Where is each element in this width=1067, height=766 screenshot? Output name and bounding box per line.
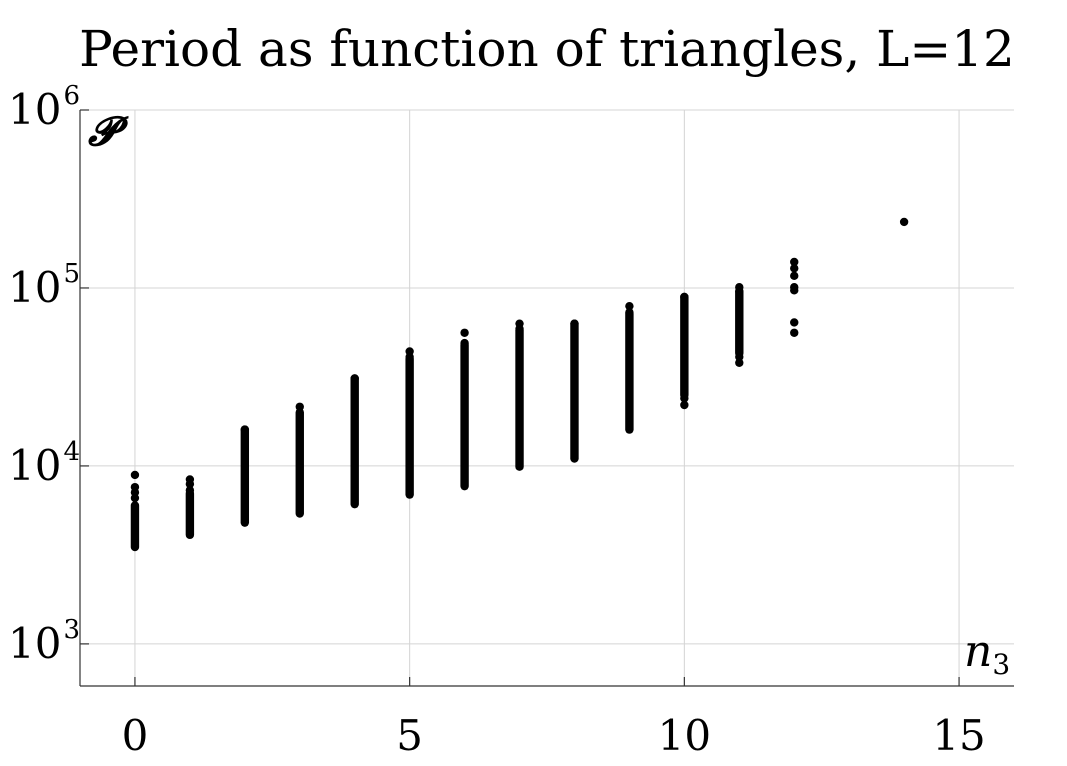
data-points bbox=[130, 217, 909, 552]
data-point bbox=[460, 338, 469, 348]
y-tick-label: 105 bbox=[8, 259, 80, 312]
tick-labels: 0 5 10 15 103 104 105 106 bbox=[8, 81, 986, 760]
axes bbox=[79, 109, 1014, 687]
data-point bbox=[790, 328, 799, 337]
data-point bbox=[295, 402, 304, 411]
data-point bbox=[625, 301, 634, 311]
data-point bbox=[680, 400, 689, 410]
x-tick-label: 15 bbox=[932, 711, 985, 760]
y-axis-label: 𝓟 bbox=[88, 108, 129, 155]
data-point bbox=[130, 470, 140, 480]
grid-lines bbox=[80, 109, 1014, 686]
data-point bbox=[735, 286, 744, 296]
data-point bbox=[405, 352, 414, 362]
chart-title: Period as function of triangles, L=12 bbox=[79, 20, 1015, 78]
data-point bbox=[790, 264, 799, 273]
data-point bbox=[570, 319, 579, 328]
data-point bbox=[680, 292, 689, 302]
data-point bbox=[515, 324, 524, 333]
data-point bbox=[185, 479, 195, 489]
data-point bbox=[899, 217, 909, 227]
x-tick-label: 5 bbox=[396, 711, 423, 760]
x-tick-label: 10 bbox=[658, 711, 711, 760]
x-tick-label: 0 bbox=[122, 711, 149, 760]
data-point bbox=[790, 257, 799, 267]
axis-labels: 𝓟n3 bbox=[88, 108, 1010, 681]
data-point bbox=[790, 286, 799, 295]
data-point bbox=[735, 358, 744, 367]
data-point bbox=[240, 425, 250, 434]
data-point bbox=[790, 318, 799, 327]
y-tick-label: 103 bbox=[8, 615, 80, 668]
data-point bbox=[460, 328, 469, 337]
data-point bbox=[680, 394, 689, 403]
y-tick-label: 106 bbox=[8, 81, 80, 134]
x-axis-label: n3 bbox=[964, 626, 1010, 681]
data-point bbox=[790, 271, 799, 281]
y-tick-label: 104 bbox=[8, 437, 80, 490]
data-point bbox=[625, 308, 634, 317]
data-point bbox=[350, 374, 359, 383]
data-point bbox=[130, 493, 140, 503]
data-point bbox=[185, 486, 195, 495]
data-point bbox=[735, 352, 744, 362]
